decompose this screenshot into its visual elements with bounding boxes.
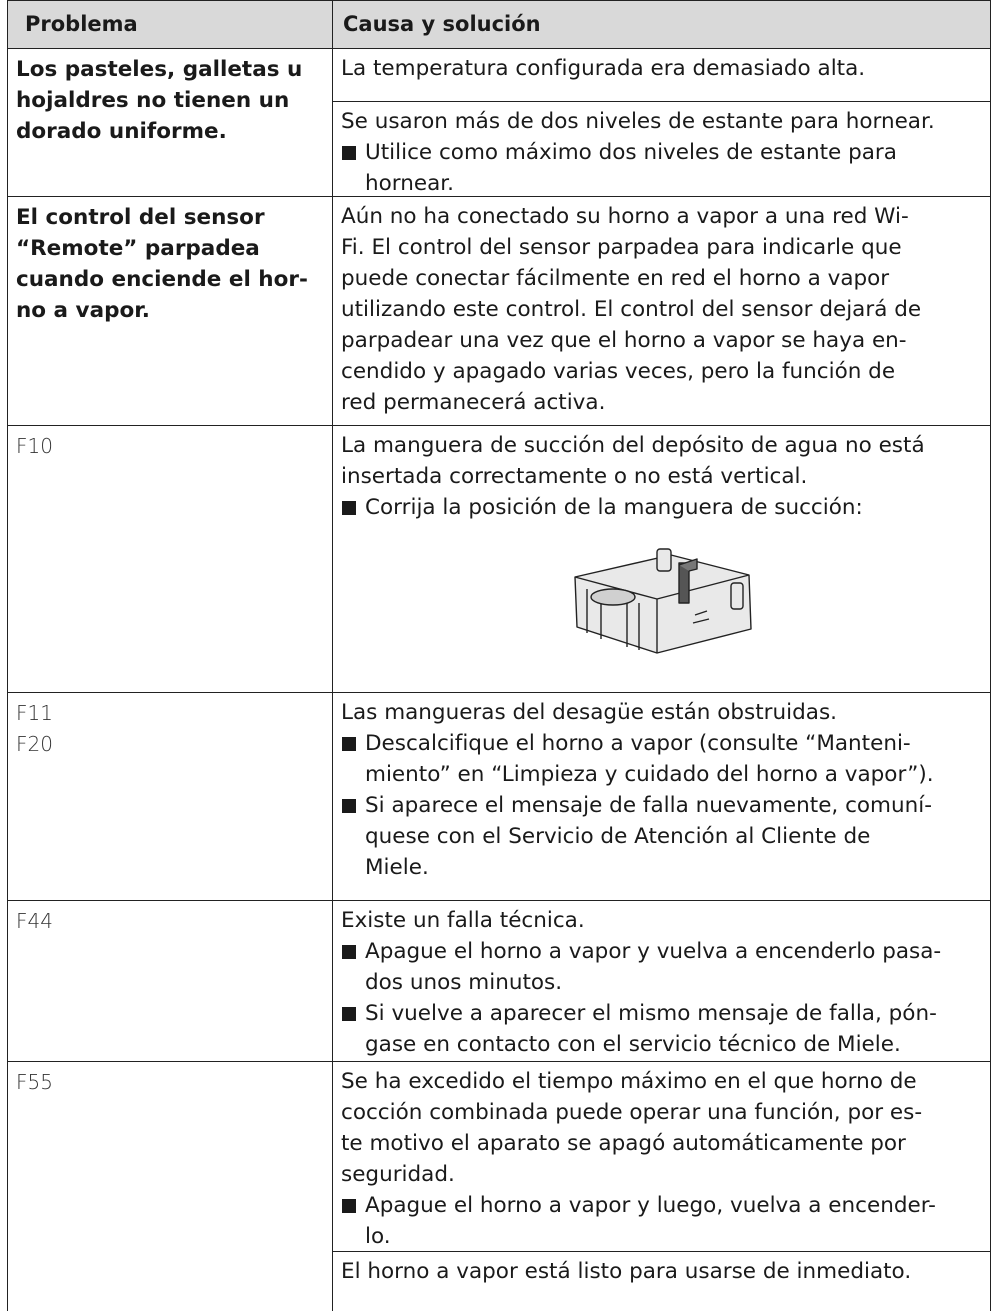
text-line: Utilice como máximo dos niveles de estan… — [365, 140, 897, 165]
text-line: gase en contacto con el servicio técnico… — [365, 1032, 901, 1057]
text-line: te motivo el aparato se apagó automática… — [341, 1131, 906, 1156]
text-line: Se usaron más de dos niveles de estante … — [341, 109, 935, 134]
problem-line: F10 — [16, 434, 53, 458]
text-line: Fi. El control del sensor parpadea para … — [341, 235, 902, 260]
problem-cell: Los pasteles, galletas u hojaldres no tie… — [7, 49, 333, 196]
problem-line: F55 — [16, 1070, 53, 1094]
paragraph: Se ha excedido el tiempo máximo en el qu… — [341, 1066, 982, 1190]
text-line: El horno a vapor está listo para usarse … — [341, 1259, 912, 1284]
cause-cell: Aún no ha conectado su horno a vapor a u… — [333, 197, 990, 425]
problem-line: “Remote” parpadea — [16, 236, 260, 261]
bullet-item: Corrija la posición de la manguera de su… — [341, 492, 982, 523]
cause-cell: Se ha excedido el tiempo máximo en el qu… — [333, 1062, 990, 1251]
problem-cell: F10 — [7, 426, 333, 692]
text-line: Descalcifique el horno a vapor (consulte… — [365, 731, 911, 756]
troubleshooting-table: Problema Causa y solución Los pasteles, … — [7, 0, 991, 1311]
problem-line: F44 — [16, 909, 53, 933]
bullet-item: Descalcifique el horno a vapor (consulte… — [341, 728, 982, 790]
problem-cell: F11 F20 — [7, 693, 333, 900]
text-line: lo. — [365, 1224, 391, 1249]
cause-cell: La manguera de succión del depósito de a… — [333, 426, 990, 692]
cause-cell: Existe un falla técnica. Apague el horno … — [333, 901, 990, 1061]
text-line: puede conectar fácilmente en red el horn… — [341, 266, 890, 291]
cause-cell: La temperatura configurada era demasiado… — [333, 49, 990, 101]
text-line: cocción combinada puede operar una funci… — [341, 1100, 923, 1125]
text-line: Miele. — [365, 855, 429, 880]
problem-cell: F44 — [7, 901, 333, 1061]
problem-line: hojaldres no tienen un — [16, 88, 290, 113]
table-row: Los pasteles, galletas u hojaldres no tie… — [7, 48, 991, 196]
bullet-item: Si aparece el mensaje de falla nuevament… — [341, 790, 982, 883]
problem-cell: F55 — [7, 1062, 333, 1311]
header-problem: Problema — [7, 1, 333, 48]
problem-cell: El control del sensor “Remote” parpadea cu… — [7, 197, 333, 425]
table-row: El control del sensor “Remote” parpadea cu… — [7, 196, 991, 425]
cause-column: Las mangueras del desagüe están obstruid… — [333, 693, 991, 900]
cause-column: La manguera de succión del depósito de a… — [333, 426, 991, 692]
header-row: Problema Causa y solución — [7, 0, 991, 48]
cause-cell: Se usaron más de dos niveles de estante … — [333, 101, 990, 196]
cause-cell: Las mangueras del desagüe están obstruid… — [333, 693, 990, 900]
cause-column: Aún no ha conectado su horno a vapor a u… — [333, 197, 991, 425]
text-line: quese con el Servicio de Atención al Cli… — [365, 824, 871, 849]
text-line: cendido y apagado varias veces, pero la … — [341, 359, 896, 384]
text-line: Aún no ha conectado su horno a vapor a u… — [341, 204, 909, 229]
cause-column: La temperatura configurada era demasiado… — [333, 49, 991, 196]
cause-column: Existe un falla técnica. Apague el horno … — [333, 901, 991, 1061]
paragraph: El horno a vapor está listo para usarse … — [341, 1256, 982, 1287]
table-row: F44 Existe un falla técnica. Apague el hor… — [7, 900, 991, 1061]
text-line: miento” en “Limpieza y cuidado del horno… — [365, 762, 934, 787]
text-line: red permanecerá activa. — [341, 390, 606, 415]
text-line: Si vuelve a aparecer el mismo mensaje de… — [365, 1001, 937, 1026]
problem-line: Los pasteles, galletas u — [16, 57, 303, 82]
text-line: insertada correctamente o no está vertic… — [341, 464, 808, 489]
problem-line: no a vapor. — [16, 298, 150, 323]
text-line: Corrija la posición de la manguera de su… — [365, 495, 863, 520]
text-line: parpadear una vez que el horno a vapor s… — [341, 328, 907, 353]
text-line: Existe un falla técnica. — [341, 908, 585, 933]
cause-cell: El horno a vapor está listo para usarse … — [333, 1251, 990, 1311]
text-line: Si aparece el mensaje de falla nuevament… — [365, 793, 932, 818]
water-tank-illustration — [574, 548, 752, 654]
paragraph: Las mangueras del desagüe están obstruid… — [341, 697, 982, 728]
text-line: Se ha excedido el tiempo máximo en el qu… — [341, 1069, 917, 1094]
text-line: seguridad. — [341, 1162, 455, 1187]
paragraph: Aún no ha conectado su horno a vapor a u… — [341, 201, 982, 418]
cause-column: Se ha excedido el tiempo máximo en el qu… — [333, 1062, 991, 1311]
paragraph: Existe un falla técnica. — [341, 905, 982, 936]
header-cause: Causa y solución — [333, 1, 991, 48]
text-line: utilizando este control. El control del … — [341, 297, 922, 322]
bullet-item: Si vuelve a aparecer el mismo mensaje de… — [341, 998, 982, 1060]
problem-line: dorado uniforme. — [16, 119, 227, 144]
text-line: Apague el horno a vapor y vuelva a encen… — [365, 939, 942, 964]
problem-line: cuando enciende el hor- — [16, 267, 308, 292]
problem-line: El control del sensor — [16, 205, 265, 230]
bullet-item: Apague el horno a vapor y luego, vuelva … — [341, 1190, 982, 1251]
problem-line: F11 — [16, 701, 53, 725]
text-line: La manguera de succión del depósito de a… — [341, 433, 925, 458]
bullet-item: Utilice como máximo dos niveles de estan… — [341, 137, 982, 196]
paragraph: Se usaron más de dos niveles de estante … — [341, 106, 982, 137]
text-line: La temperatura configurada era demasiado… — [341, 56, 866, 81]
table-row: F11 F20 Las mangueras del desagüe están ob… — [7, 692, 991, 900]
text-line: Las mangueras del desagüe están obstruid… — [341, 700, 837, 725]
text-line: hornear. — [365, 171, 454, 196]
table-row: F55 Se ha excedido el tiempo máximo en el… — [7, 1061, 991, 1311]
paragraph: La manguera de succión del depósito de a… — [341, 430, 982, 492]
bullet-item: Apague el horno a vapor y vuelva a encen… — [341, 936, 982, 998]
problem-line: F20 — [16, 732, 53, 756]
paragraph: La temperatura configurada era demasiado… — [341, 53, 982, 84]
table-row: F10 La manguera de succión del depósito d… — [7, 425, 991, 692]
text-line: dos unos minutos. — [365, 970, 563, 995]
text-line: Apague el horno a vapor y luego, vuelva … — [365, 1193, 936, 1218]
